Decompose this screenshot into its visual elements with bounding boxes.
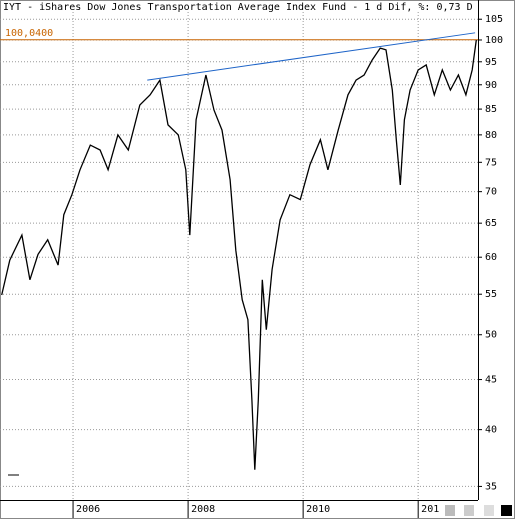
y-tick-label: 100 bbox=[485, 35, 503, 46]
y-tick-label: 90 bbox=[485, 80, 497, 91]
y-tick-label: 60 bbox=[485, 252, 497, 263]
icon[interactable] bbox=[464, 505, 474, 516]
y-tick-label: 85 bbox=[485, 104, 497, 115]
price-line bbox=[1, 39, 477, 470]
y-tick-label: 40 bbox=[485, 425, 497, 436]
y-tick-label: 95 bbox=[485, 57, 497, 68]
y-tick-label: 45 bbox=[485, 375, 497, 386]
y-tick-label: 35 bbox=[485, 481, 497, 492]
icon[interactable] bbox=[484, 505, 494, 516]
y-tick-label: 65 bbox=[485, 218, 497, 229]
icon[interactable] bbox=[445, 505, 455, 516]
y-tick-label: 80 bbox=[485, 130, 497, 141]
x-tick-label: 2006 bbox=[76, 504, 100, 515]
icon[interactable] bbox=[501, 505, 512, 516]
y-tick-label: 105 bbox=[485, 14, 503, 25]
y-tick-label: 75 bbox=[485, 157, 497, 168]
x-tick-label: 2008 bbox=[191, 504, 215, 515]
reference-label: 100,0400 bbox=[5, 28, 53, 39]
y-tick-label: 55 bbox=[485, 289, 497, 300]
chart-title: IYT - iShares Dow Jones Transportation A… bbox=[3, 2, 473, 13]
trendline bbox=[147, 32, 476, 81]
y-tick-label: 50 bbox=[485, 330, 497, 341]
x-tick-label: 201 bbox=[421, 504, 439, 515]
x-tick-label: 2010 bbox=[306, 504, 330, 515]
y-tick-label: 70 bbox=[485, 187, 497, 198]
